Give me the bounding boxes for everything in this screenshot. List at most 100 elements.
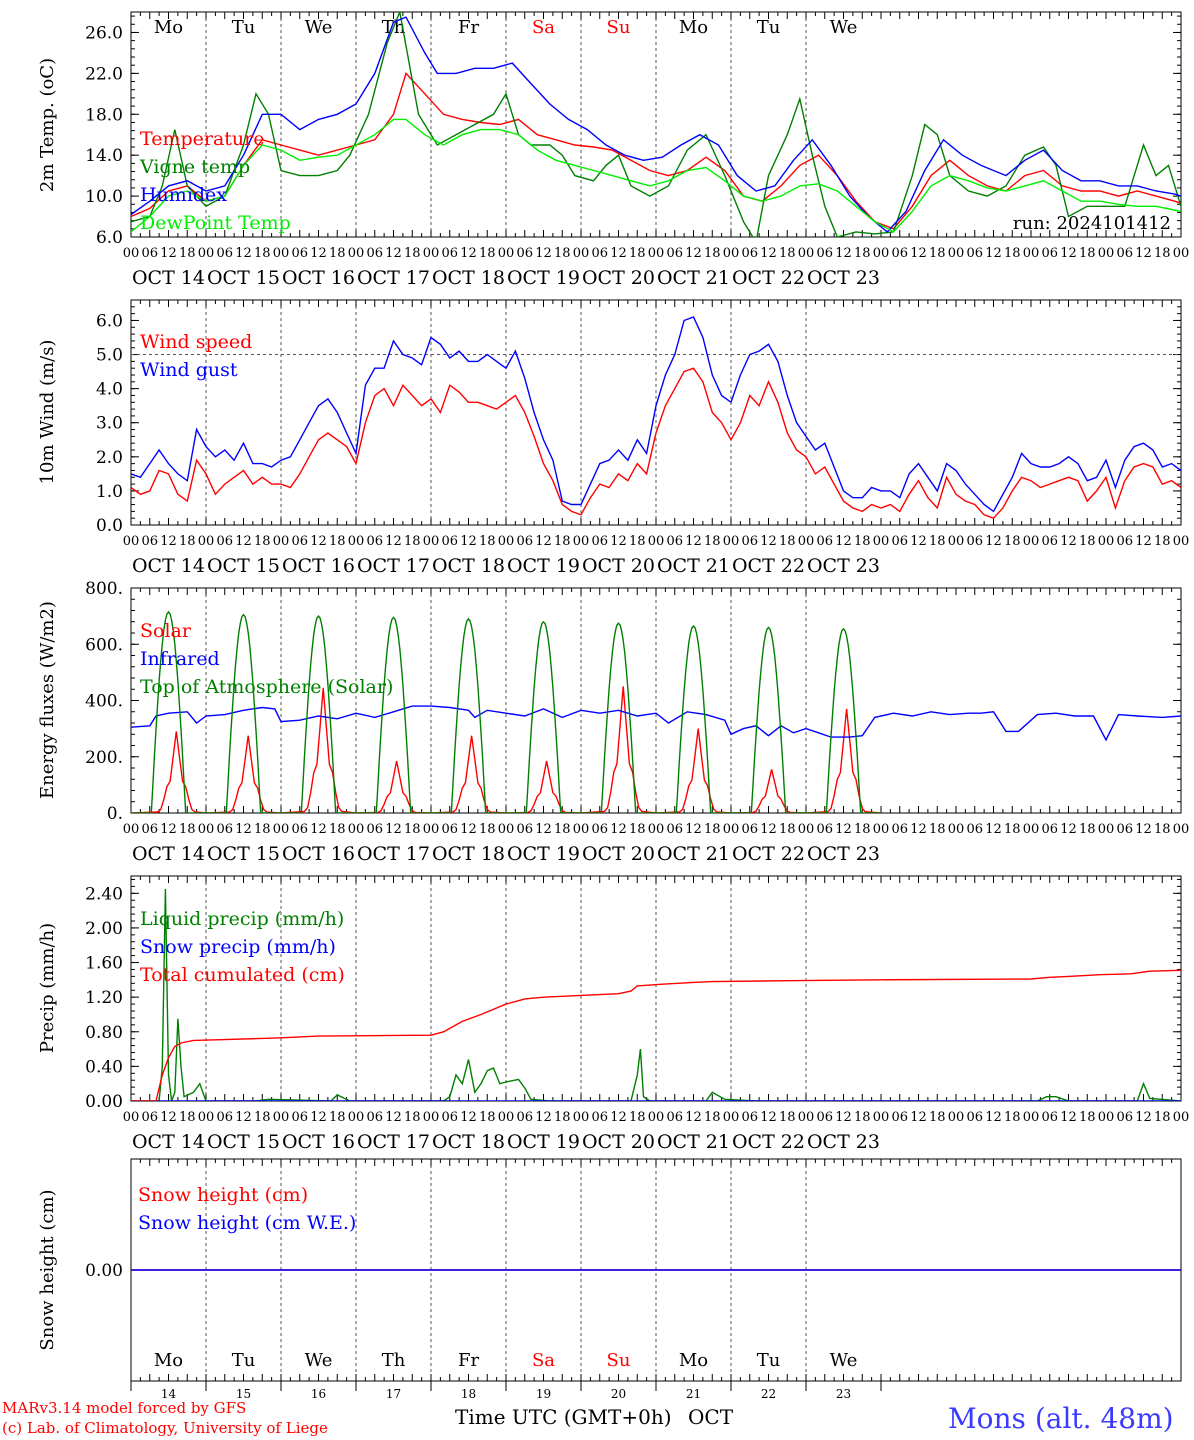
hour-label: 18 (929, 1110, 946, 1125)
date-label: OCT 22 (732, 267, 805, 289)
hour-label: 12 (760, 822, 777, 837)
hour-label: 00 (873, 534, 890, 549)
hour-label: 06 (216, 1110, 233, 1125)
hour-label: 12 (985, 534, 1002, 549)
hour-label: 18 (779, 822, 796, 837)
y-tick-label: 0.00 (85, 1092, 123, 1112)
hour-label: 18 (854, 534, 871, 549)
series-infrared (131, 705, 1181, 742)
series-top-of-atmosphere-solar (131, 610, 881, 813)
hour-label: 00 (123, 246, 140, 261)
hour-label: 00 (573, 822, 590, 837)
hour-label: 06 (591, 534, 608, 549)
hour-label: 12 (1135, 822, 1152, 837)
hour-label: 06 (1041, 822, 1058, 837)
hour-label: 00 (723, 246, 740, 261)
hour-label: 00 (1098, 822, 1115, 837)
hour-label: 18 (854, 1110, 871, 1125)
date-number: 22 (761, 1387, 776, 1401)
date-number: 21 (686, 1387, 701, 1401)
hour-label: 00 (1023, 534, 1040, 549)
hour-label: 06 (891, 1110, 908, 1125)
date-label: OCT 19 (507, 1131, 580, 1153)
hour-label: 18 (404, 246, 421, 261)
hour-label: 18 (404, 1110, 421, 1125)
date-label: OCT 21 (657, 1131, 730, 1153)
legend-series-dewpoint-temp: DewPoint Temp (140, 212, 291, 234)
legend-series-top-of-atmosphere-solar: Top of Atmosphere (Solar) (140, 676, 393, 698)
hour-label: 00 (273, 1110, 290, 1125)
hour-label: 06 (291, 534, 308, 549)
hour-label: 00 (1098, 1110, 1115, 1125)
date-label: OCT 21 (657, 555, 730, 577)
hour-label: 06 (741, 822, 758, 837)
hour-label: 00 (723, 1110, 740, 1125)
hour-label: 12 (760, 246, 777, 261)
series-wind-gust (131, 316, 1181, 513)
y-tick-label: 1.60 (85, 954, 123, 974)
legend-series-snow-height-cm: Snow height (cm) (138, 1184, 308, 1206)
hour-label: 00 (1023, 246, 1040, 261)
hour-label: 06 (966, 246, 983, 261)
hour-label: 00 (123, 534, 140, 549)
hour-label: 06 (966, 1110, 983, 1125)
hour-label: 00 (498, 534, 515, 549)
hour-label: 00 (198, 1110, 215, 1125)
hour-label: 00 (348, 534, 365, 549)
hour-label: 00 (123, 822, 140, 837)
hour-label: 12 (985, 822, 1002, 837)
date-label: OCT 20 (582, 843, 655, 865)
hour-label: 00 (273, 822, 290, 837)
legend-series-solar: Solar (140, 620, 192, 642)
hour-label: 00 (498, 246, 515, 261)
hour-label: 18 (404, 822, 421, 837)
hour-label: 12 (1135, 246, 1152, 261)
hour-label: 18 (329, 1110, 346, 1125)
hour-label: 06 (816, 1110, 833, 1125)
date-label: OCT 20 (582, 267, 655, 289)
hour-label: 18 (1079, 246, 1096, 261)
date-number: 23 (836, 1387, 851, 1401)
hour-label: 12 (310, 534, 327, 549)
y-tick-label: 0.80 (85, 1023, 123, 1043)
date-label: OCT 19 (507, 555, 580, 577)
hour-label: 18 (179, 822, 196, 837)
hour-label: 18 (704, 246, 721, 261)
date-label: OCT 21 (657, 267, 730, 289)
hour-label: 00 (798, 246, 815, 261)
date-label: OCT 18 (432, 267, 505, 289)
hour-label: 18 (329, 822, 346, 837)
hour-label: 18 (779, 534, 796, 549)
hour-label: 18 (329, 246, 346, 261)
date-label: OCT 23 (807, 555, 880, 577)
hour-label: 18 (479, 822, 496, 837)
y-tick-label: 26.0 (85, 23, 123, 43)
hour-label: 18 (779, 1110, 796, 1125)
hour-label: 12 (910, 1110, 927, 1125)
date-label: OCT 21 (657, 843, 730, 865)
hour-label: 18 (929, 246, 946, 261)
day-label: Tu (232, 17, 256, 38)
y-tick-label: 3.0 (96, 414, 123, 434)
time-axis-label: Time UTC (GMT+0h) (455, 1405, 672, 1429)
hour-label: 18 (329, 534, 346, 549)
date-label: OCT 22 (732, 1131, 805, 1153)
date-label: OCT 23 (807, 843, 880, 865)
hour-label: 18 (554, 822, 571, 837)
hour-label: 18 (254, 246, 271, 261)
hour-label: 06 (366, 1110, 383, 1125)
y-tick-label: 2.00 (85, 919, 123, 939)
hour-label: 12 (760, 1110, 777, 1125)
hour-label: 00 (873, 246, 890, 261)
hour-label: 12 (910, 246, 927, 261)
hour-label: 06 (291, 246, 308, 261)
date-label: OCT 18 (432, 555, 505, 577)
panel-frame (130, 11, 1182, 238)
hour-label: 06 (516, 1110, 533, 1125)
hour-label: 18 (929, 822, 946, 837)
hour-label: 18 (929, 534, 946, 549)
hour-label: 18 (254, 822, 271, 837)
hour-label: 18 (1004, 1110, 1021, 1125)
hour-label: 06 (891, 246, 908, 261)
hour-label: 00 (1023, 822, 1040, 837)
